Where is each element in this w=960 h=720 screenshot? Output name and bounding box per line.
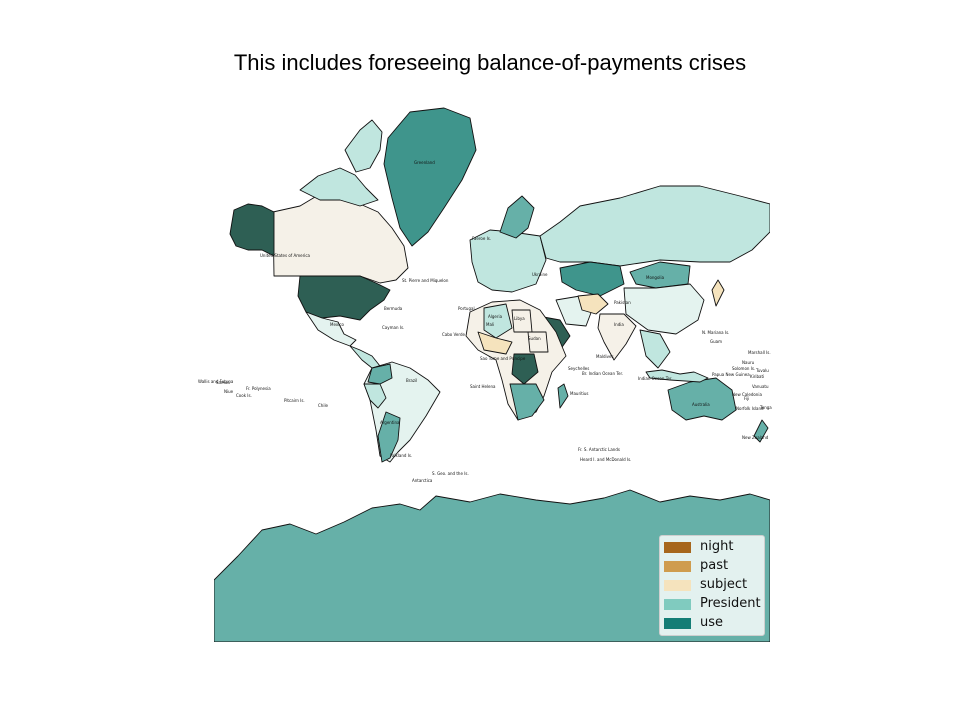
legend-swatch xyxy=(664,580,691,591)
map-label: Fr. Polynesia xyxy=(246,386,271,391)
legend-label: subject xyxy=(700,577,748,592)
map-label: Faeroe Is. xyxy=(472,236,491,241)
region-russia xyxy=(539,185,770,267)
map-label: Algeria xyxy=(488,314,503,319)
region-peru xyxy=(363,383,387,409)
legend: night past subject President use xyxy=(659,535,765,636)
map-label: Papua New Guinea xyxy=(712,372,750,377)
region-japan xyxy=(711,279,725,307)
region-central-america xyxy=(349,345,381,369)
map-label: Tuvalu xyxy=(755,368,769,373)
map-label: Falkland Is. xyxy=(390,453,412,458)
region-kazakhstan xyxy=(559,261,625,297)
map-label: Indian Ocean Ter. xyxy=(638,376,672,381)
region-canada-islands xyxy=(299,167,379,207)
map-label: New Caledonia xyxy=(732,392,762,397)
map-label: Brazil xyxy=(406,378,417,383)
region-algeria xyxy=(483,303,513,339)
map-label: Cabo Verde xyxy=(442,332,466,337)
map-label: Maldives xyxy=(596,354,614,359)
map-label: Guam xyxy=(710,339,722,344)
region-colombia xyxy=(367,363,393,385)
legend-swatch xyxy=(664,599,691,610)
legend-label: President xyxy=(700,596,761,611)
legend-label: use xyxy=(700,615,724,630)
map-label: Niue xyxy=(224,389,234,394)
region-new-zealand xyxy=(753,419,769,443)
map-label: Heard I. and McDonald Is. xyxy=(580,457,631,462)
map-label: Saint Helena xyxy=(470,384,496,389)
region-canada xyxy=(272,195,409,284)
map-label: Libya xyxy=(514,316,525,321)
map-label: Pitcairn Is. xyxy=(284,398,305,403)
legend-swatch xyxy=(664,618,691,629)
region-sudan xyxy=(527,331,549,353)
map-label: Norfolk Island xyxy=(736,406,764,411)
map-label: Fiji xyxy=(744,396,749,401)
region-madagascar xyxy=(557,383,569,409)
region-congo xyxy=(511,353,539,385)
region-indonesia xyxy=(645,369,709,383)
map-label: Seychelles xyxy=(568,366,589,371)
map-label: United States of America xyxy=(260,253,311,258)
region-afghanistan xyxy=(577,293,609,315)
region-alaska xyxy=(229,203,275,257)
region-india xyxy=(597,313,637,361)
map-label: Ukraine xyxy=(532,272,548,277)
region-argentina xyxy=(377,411,401,463)
map-label: Fr. S. Antarctic Lands xyxy=(578,447,620,452)
map-label: New Zealand xyxy=(742,435,769,440)
region-greenland xyxy=(383,107,477,247)
map-label: Tonga xyxy=(759,405,772,410)
map-label: St. Pierre and Miquelon xyxy=(402,278,449,283)
map-label: Mexico xyxy=(330,322,345,327)
map-label: Solomon Is. xyxy=(732,366,755,371)
map-label: Mongolia xyxy=(646,275,665,280)
map-label: Vanuatu xyxy=(752,384,769,389)
region-southern-africa xyxy=(509,383,545,421)
map-label: India xyxy=(614,322,624,327)
map-label: Sudan xyxy=(528,336,541,341)
legend-swatch xyxy=(664,542,691,553)
map-label: Portugal xyxy=(458,306,475,311)
map-label: Pakistan xyxy=(614,300,631,305)
legend-swatch xyxy=(664,561,691,572)
map-label: Nauru xyxy=(742,360,755,365)
map-label: Kiribati xyxy=(750,374,764,379)
map-label: Br. Indian Ocean Ter. xyxy=(582,371,623,376)
region-mexico xyxy=(305,311,357,347)
region-scandinavia xyxy=(499,195,535,239)
map-label: Argentina xyxy=(380,420,400,425)
map-label: S. Geo. and the Is. xyxy=(432,471,469,476)
legend-label: night xyxy=(700,539,734,554)
map-label: Cayman Is. xyxy=(382,325,404,330)
map-label: Bermuda xyxy=(384,306,403,311)
map-label: Marshall Is. xyxy=(748,350,771,355)
chart-title: This includes foreseeing balance-of-paym… xyxy=(233,50,747,75)
region-libya xyxy=(511,309,533,333)
map-label: Wallis and Futuna xyxy=(198,379,234,384)
map-label: Antarctica xyxy=(412,478,433,483)
legend-label: past xyxy=(700,558,729,573)
map-label: Greenland xyxy=(414,160,435,165)
region-baffin xyxy=(344,119,383,173)
region-usa xyxy=(297,275,391,321)
map-label: N. Mariana Is. xyxy=(702,330,729,335)
map-label: Chile xyxy=(318,403,329,408)
map-label: Samoa xyxy=(216,380,230,385)
region-antarctica xyxy=(214,489,770,642)
map-label: Cook Is. xyxy=(236,393,252,398)
map-label: Sao Tome and Principe xyxy=(480,356,526,361)
map-label: Mauritius xyxy=(570,391,589,396)
region-se-asia xyxy=(639,329,671,369)
map-label: Australia xyxy=(692,402,710,407)
region-sahel xyxy=(477,331,513,355)
region-china xyxy=(623,283,705,335)
map-label: Mali xyxy=(486,322,494,327)
region-australia xyxy=(667,377,737,421)
